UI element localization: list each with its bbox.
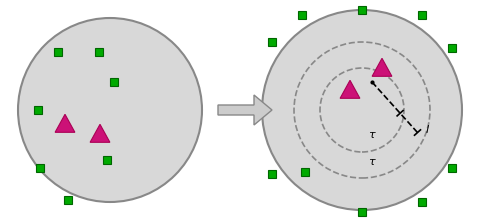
Bar <box>95 48 103 56</box>
Circle shape <box>262 10 462 210</box>
Bar <box>64 196 72 204</box>
Polygon shape <box>55 114 75 132</box>
Circle shape <box>294 42 430 178</box>
Bar <box>54 48 62 56</box>
Circle shape <box>320 68 404 152</box>
Text: $\tau$: $\tau$ <box>368 157 376 167</box>
Bar <box>298 11 306 19</box>
Bar <box>448 44 456 52</box>
Polygon shape <box>90 124 110 142</box>
Polygon shape <box>372 58 392 76</box>
Bar <box>36 164 44 172</box>
Bar <box>418 198 426 206</box>
Circle shape <box>18 18 202 202</box>
Bar <box>301 168 309 176</box>
Bar <box>268 38 276 46</box>
Polygon shape <box>218 95 272 125</box>
Bar <box>358 6 366 14</box>
Bar <box>448 164 456 172</box>
Bar <box>103 156 111 164</box>
Bar <box>418 11 426 19</box>
Text: $\tau$: $\tau$ <box>368 130 376 140</box>
Bar <box>358 208 366 216</box>
Text: $l$: $l$ <box>425 123 430 135</box>
Bar <box>110 78 118 86</box>
Polygon shape <box>340 80 360 98</box>
Bar <box>34 106 42 114</box>
Bar <box>268 170 276 178</box>
